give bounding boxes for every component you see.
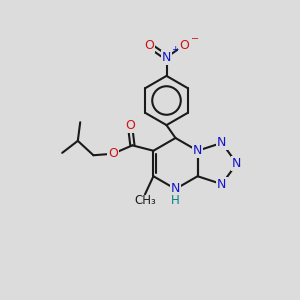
Text: −: − (190, 34, 199, 44)
Text: +: + (171, 45, 178, 54)
Text: N: N (162, 51, 171, 64)
Text: H: H (171, 194, 180, 207)
Text: CH₃: CH₃ (134, 194, 156, 207)
Text: O: O (125, 119, 135, 132)
Text: N: N (217, 178, 226, 190)
Text: O: O (179, 39, 189, 52)
Text: O: O (108, 147, 118, 160)
Text: O: O (144, 39, 154, 52)
Text: N: N (171, 182, 180, 196)
Text: N: N (232, 157, 242, 170)
Text: N: N (217, 136, 226, 149)
Text: N: N (193, 144, 202, 157)
